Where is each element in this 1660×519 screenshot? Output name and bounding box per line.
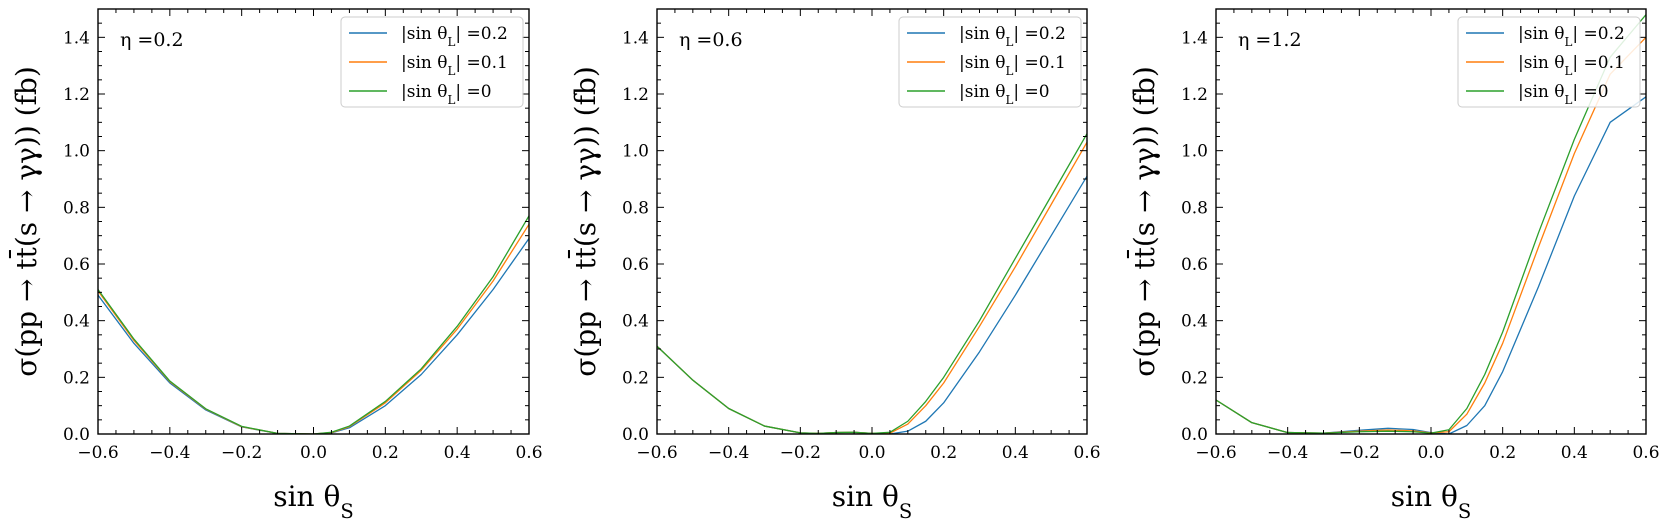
legend-entry-label: |sin θL| =0.1 xyxy=(401,53,508,78)
y-tick-label: 0.6 xyxy=(1181,255,1208,275)
x-tick-label: −0.6 xyxy=(1195,443,1236,463)
y-axis-label: σ(pp → tt̄(s → γγ)) (fb) xyxy=(1126,66,1161,377)
legend-box xyxy=(340,16,524,108)
y-tick-label: 0.0 xyxy=(63,425,90,445)
series-line-1 xyxy=(1216,96,1646,434)
y-tick-label: 1.4 xyxy=(622,28,649,48)
x-tick-label: −0.6 xyxy=(77,443,118,463)
x-tick-label: 0.0 xyxy=(1417,443,1444,463)
y-tick-label: 0.2 xyxy=(63,368,90,388)
series-line-2 xyxy=(98,223,529,434)
x-tick-label: 0.2 xyxy=(372,443,399,463)
legend-entry-label: |sin θL| =0 xyxy=(401,82,492,107)
x-tick-label: 0.6 xyxy=(515,443,542,463)
y-axis-label: σ(pp → tt̄(s → γγ)) (fb) xyxy=(8,66,43,377)
y-tick-label: 1.2 xyxy=(63,85,90,105)
legend-entry-label: |sin θL| =0 xyxy=(959,82,1050,107)
y-tick-label: 1.4 xyxy=(1181,28,1208,48)
panel-3: −0.6 −0.4 −0.2 0.0 0.2 0.4 0.6 0.0 0.2 0.4 0.6 0.8 1… xyxy=(1126,8,1660,519)
y-tick-label: 0.4 xyxy=(63,312,90,332)
y-tick-label: 1.4 xyxy=(63,28,90,48)
legend: |sin θL| =0.2 |sin θL| =0.1 |sin θL| =0 xyxy=(1457,16,1641,108)
x-tick-label: 0.2 xyxy=(1489,443,1516,463)
legend-entry-label: |sin θL| =0.2 xyxy=(401,24,508,49)
y-tick-label: 0.6 xyxy=(63,255,90,275)
x-tick-label: 0.4 xyxy=(1561,443,1588,463)
x-tick-label: −0.2 xyxy=(780,443,821,463)
series-group xyxy=(657,133,1087,434)
y-tick-label: 0.4 xyxy=(622,312,649,332)
legend: |sin θL| =0.2 |sin θL| =0.1 |sin θL| =0 xyxy=(340,16,524,108)
x-tick-label: 0.6 xyxy=(1632,443,1659,463)
legend-entry-label: |sin θL| =0.1 xyxy=(1518,53,1625,78)
y-tick-label: 0.8 xyxy=(622,198,649,218)
y-tick-label: 0.2 xyxy=(1181,368,1208,388)
y-tick-label: 1.2 xyxy=(622,85,649,105)
y-tick-label: 1.0 xyxy=(622,142,649,162)
x-tick-label: 0.0 xyxy=(300,443,327,463)
panel-2: −0.6 −0.4 −0.2 0.0 0.2 0.4 0.6 0.0 0.2 0.4 0.6 0.8 1… xyxy=(567,8,1101,519)
series-group xyxy=(98,215,529,434)
legend-entry-label: |sin θL| =0.1 xyxy=(959,53,1066,78)
x-tick-label: 0.4 xyxy=(444,443,471,463)
legend-entry-label: |sin θL| =0.2 xyxy=(959,24,1066,49)
y-tick-label: 1.0 xyxy=(63,142,90,162)
y-tick-label: 0.8 xyxy=(1181,198,1208,218)
y-tick-label: 0.6 xyxy=(622,255,649,275)
series-line-1 xyxy=(657,175,1087,434)
series-line-3 xyxy=(98,215,529,434)
legend-box xyxy=(898,16,1082,108)
y-axis-label: σ(pp → tt̄(s → γγ)) (fb) xyxy=(567,66,602,377)
y-tick-label: 0.4 xyxy=(1181,312,1208,332)
x-tick-label: 0.2 xyxy=(930,443,957,463)
x-tick-label: −0.2 xyxy=(1339,443,1380,463)
legend-box xyxy=(1457,16,1641,108)
y-tick-label: 0.8 xyxy=(63,198,90,218)
y-tick-label: 0.2 xyxy=(622,368,649,388)
x-tick-label: −0.4 xyxy=(149,443,190,463)
y-tick-label: 0.0 xyxy=(622,425,649,445)
series-line-2 xyxy=(657,141,1087,434)
eta-annotation: η =0.6 xyxy=(679,29,743,51)
x-tick-label: 0.0 xyxy=(858,443,885,463)
x-axis-label: sin θS xyxy=(832,480,913,519)
y-tick-label: 0.0 xyxy=(1181,425,1208,445)
x-tick-label: 0.4 xyxy=(1002,443,1029,463)
y-tick-label: 1.0 xyxy=(1181,142,1208,162)
x-tick-label: −0.4 xyxy=(1267,443,1308,463)
x-tick-label: 0.6 xyxy=(1073,443,1100,463)
eta-annotation: η =1.2 xyxy=(1238,29,1302,51)
x-tick-label: −0.6 xyxy=(636,443,677,463)
panel-1: −0.6 −0.4 −0.2 0.0 0.2 0.4 0.6 0.0 0.2 0.4 0.6 0.8 1… xyxy=(8,8,543,519)
x-axis-label: sin θS xyxy=(273,480,354,519)
x-axis-label: sin θS xyxy=(1391,480,1472,519)
legend: |sin θL| =0.2 |sin θL| =0.1 |sin θL| =0 xyxy=(898,16,1082,108)
series-line-1 xyxy=(98,238,529,434)
eta-annotation: η =0.2 xyxy=(120,29,184,51)
x-tick-label: −0.2 xyxy=(221,443,262,463)
y-tick-label: 1.2 xyxy=(1181,85,1208,105)
x-tick-label: −0.4 xyxy=(708,443,749,463)
legend-entry-label: |sin θL| =0 xyxy=(1518,82,1609,107)
legend-entry-label: |sin θL| =0.2 xyxy=(1518,24,1625,49)
